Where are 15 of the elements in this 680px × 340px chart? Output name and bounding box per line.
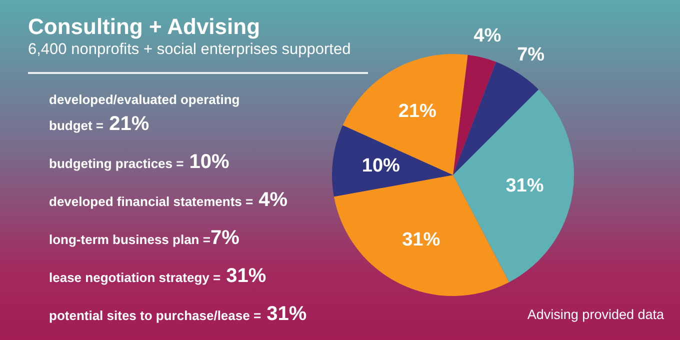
text: developed/evaluated operating budget = 21% bbox=[49, 92, 240, 135]
text: long-term business plan =7% bbox=[49, 227, 240, 249]
text: Advising provided data bbox=[527, 307, 664, 322]
data-label: 21% bbox=[398, 100, 437, 122]
data-label: 31% bbox=[506, 175, 544, 196]
text: budgeting practices = 10% bbox=[49, 151, 230, 173]
text: lease negotiation strategy = 31% bbox=[49, 265, 266, 287]
data-label: 10% bbox=[362, 155, 400, 176]
data-label: 31% bbox=[402, 229, 440, 250]
data-label: 7% bbox=[517, 44, 545, 66]
text: developed financial statements = 4% bbox=[49, 189, 288, 211]
data-label: 4% bbox=[474, 25, 502, 46]
text: potential sites to purchase/lease = 31% bbox=[49, 303, 307, 325]
text: Consulting + Advising bbox=[28, 14, 260, 40]
text: 6,400 nonprofits + social enterprises supported bbox=[28, 41, 351, 59]
